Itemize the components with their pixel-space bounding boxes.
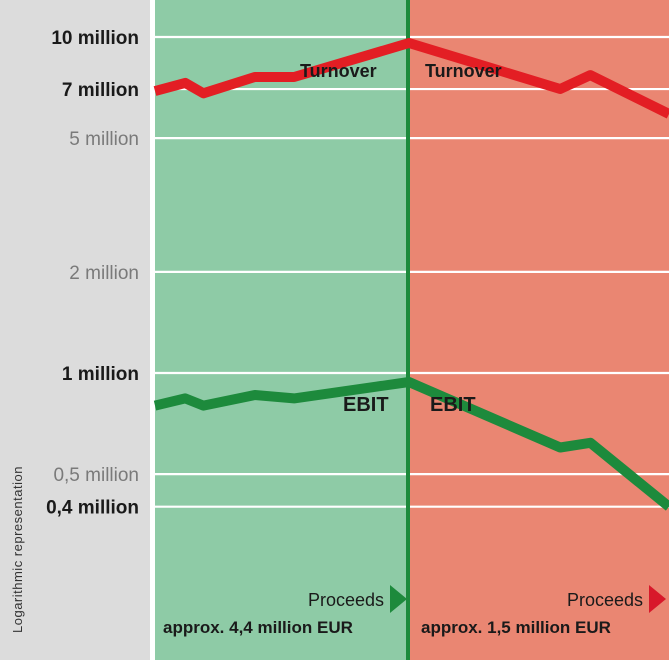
y-tick-label-1: 7 million [62, 80, 139, 101]
plot-left-border [150, 0, 155, 660]
y-tick-label-6: 0,4 million [46, 498, 139, 519]
turnover-label-right: Turnover [425, 61, 502, 81]
y-tick-label-4: 1 million [62, 364, 139, 385]
proceeds-label-left: Proceeds [308, 590, 384, 610]
gridlines [155, 35, 669, 508]
y-tick-label-5: 0,5 million [53, 465, 139, 486]
y-tick-label-0: 10 million [51, 28, 139, 49]
y-tick-label-3: 2 million [69, 263, 139, 284]
ebit-line [153, 377, 669, 511]
proceeds-arrow-right [649, 585, 666, 613]
y-axis-label: Logarithmic representation [10, 466, 25, 633]
left-region [155, 0, 408, 660]
proceeds-label-right: Proceeds [567, 590, 643, 610]
y-tick-labels: 10 million 7 million 5 million 2 million 1 m… [46, 28, 139, 519]
ebit-label-right: EBIT [430, 394, 476, 416]
amount-label-left: approx. 4,4 million EUR [163, 618, 353, 637]
amount-label-right: approx. 1,5 million EUR [421, 618, 611, 637]
series-lines [153, 38, 669, 511]
right-region [408, 0, 669, 660]
proceeds-arrow-left [390, 585, 407, 613]
ebit-label-left: EBIT [343, 394, 389, 416]
turnover-label-left: Turnover [300, 61, 377, 81]
y-tick-label-2: 5 million [69, 129, 139, 150]
turnover-line [153, 38, 669, 119]
